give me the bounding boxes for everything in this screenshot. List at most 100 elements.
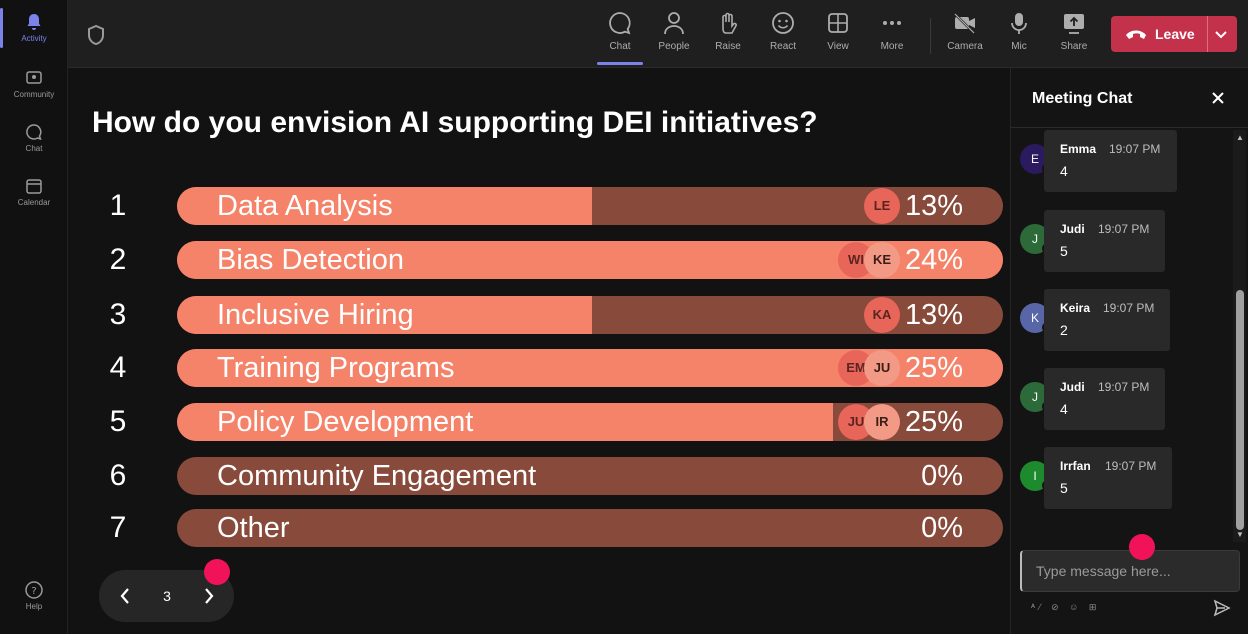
camera-button-label: Camera (947, 41, 983, 52)
leave-button-divider (1207, 16, 1208, 52)
poll-option-percent: 0% (921, 512, 963, 544)
left-rail: Activity Community Chat Calendar ? Help (0, 0, 68, 634)
rail-item-calendar[interactable]: Calendar (2, 176, 66, 207)
chevron-down-icon[interactable] (1213, 26, 1229, 42)
more-button-label: More (880, 41, 904, 52)
chat-message-text: 4 (1060, 401, 1068, 417)
shield-icon[interactable] (86, 24, 106, 46)
chat-message-timestamp: 19:07 PM (1098, 222, 1150, 236)
view-button[interactable]: View (815, 10, 861, 52)
react-button[interactable]: React (760, 10, 806, 52)
poll-option-number: 7 (109, 511, 127, 544)
mic-button-label: Mic (1011, 41, 1027, 52)
chat-message-sender: Judi (1060, 222, 1085, 236)
format-toolbar[interactable]: ᴬ⁄ ⊘ ☺ ⊞ (1031, 602, 1101, 612)
chat-message[interactable]: Irrfan 19:07 PM 5 (1044, 447, 1172, 509)
poll-option-percent: 25% (904, 406, 963, 438)
chat-message-sender: Judi (1060, 380, 1085, 394)
close-icon[interactable] (1210, 90, 1226, 106)
poll-option-label: Inclusive Hiring (217, 299, 414, 331)
poll-option-bar[interactable]: Community Engagement 0% (177, 457, 1003, 495)
chat-message[interactable]: Judi 19:07 PM 5 (1044, 210, 1165, 272)
people-button[interactable]: People (651, 10, 697, 52)
poll-option-number: 6 (109, 459, 127, 492)
hand-icon (722, 12, 737, 34)
rail-item-chat[interactable]: Chat (2, 122, 66, 153)
rail-item-activity[interactable]: Activity (2, 12, 66, 43)
calendar-icon (26, 179, 42, 194)
poll-option-percent: 0% (921, 460, 963, 492)
poll-option-row: 3 Inclusive Hiring 13% KA (68, 296, 1010, 334)
chat-panel-title: Meeting Chat (1032, 90, 1133, 107)
pointer-marker (1129, 534, 1155, 560)
poll-option-bar[interactable]: Bias Detection 24% WI KE (177, 241, 1003, 279)
scroll-down-arrow-icon[interactable]: ▼ (1236, 530, 1244, 539)
rail-active-indicator (0, 8, 3, 48)
camera-off-icon (954, 13, 975, 34)
chat-message-timestamp: 19:07 PM (1103, 301, 1155, 315)
poll-option-fill (177, 187, 592, 225)
raise-button-label: Raise (715, 41, 741, 52)
share-button[interactable]: Share (1051, 10, 1097, 52)
poll-option-row: 2 Bias Detection 24% WI KE (68, 241, 1010, 279)
svg-text:?: ? (31, 586, 36, 597)
page-number: 3 (163, 588, 171, 604)
react-button-label: React (769, 41, 797, 52)
hang-up-icon (1126, 30, 1146, 39)
poll-option-row: 1 Data Analysis 13% LE (68, 187, 1010, 225)
poll-option-fill (177, 403, 833, 441)
poll-option-number: 4 (109, 351, 127, 384)
poll-option-label: Community Engagement (217, 460, 537, 492)
mic-button[interactable]: Mic (996, 10, 1042, 52)
poll-option-label: Bias Detection (217, 244, 404, 276)
help-icon: ? (25, 581, 43, 599)
chat-message[interactable]: Judi 19:07 PM 4 (1044, 368, 1165, 430)
people-button-label: People (658, 41, 690, 52)
grid-icon (828, 13, 848, 33)
rail-item-label: Calendar (17, 198, 51, 207)
send-icon[interactable] (1213, 599, 1231, 617)
poll-option-bar[interactable]: Data Analysis 13% LE (177, 187, 1003, 225)
chevron-left-icon[interactable] (115, 585, 135, 607)
chevron-right-icon[interactable] (199, 585, 219, 607)
raise-hand-button[interactable]: Raise (705, 10, 751, 52)
chat-message[interactable]: Emma 19:07 PM 4 (1044, 130, 1177, 192)
chat-button[interactable]: Chat (597, 10, 643, 52)
share-button-label: Share (1060, 41, 1088, 52)
poll-option-bar[interactable]: Inclusive Hiring 13% KA (177, 296, 1003, 334)
poll-option-number: 3 (109, 298, 127, 331)
poll-option-bar[interactable]: Training Programs 25% EM JU (177, 349, 1003, 387)
chat-message-sender: Keira (1060, 301, 1091, 315)
chat-icon (609, 12, 631, 35)
chat-header-divider (1011, 127, 1248, 128)
rail-item-label: Help (25, 602, 43, 611)
rail-item-community[interactable]: Community (2, 68, 66, 99)
poll-option-number: 1 (109, 189, 127, 222)
people-icon (664, 12, 684, 35)
chat-message-input[interactable] (1020, 550, 1240, 592)
chat-message-text: 5 (1060, 243, 1068, 259)
more-button[interactable]: More (869, 10, 915, 52)
leave-button[interactable]: Leave (1111, 16, 1237, 52)
chat-message[interactable]: Keira 19:07 PM 2 (1044, 289, 1170, 351)
rail-item-help[interactable]: ? Help (2, 580, 66, 611)
chat-scrollbar-thumb[interactable] (1236, 290, 1244, 530)
community-icon (26, 71, 42, 84)
scroll-up-arrow-icon[interactable]: ▲ (1236, 133, 1244, 142)
poll-option-bar[interactable]: Other 0% (177, 509, 1003, 547)
chat-message-text: 5 (1060, 480, 1068, 496)
meeting-chat-panel: Meeting Chat E Emma 19:07 PM 4 J Judi 19:07 PM… (1010, 68, 1248, 634)
poll-option-label: Data Analysis (217, 190, 393, 222)
rail-item-label: Activity (21, 34, 47, 43)
poll-option-label: Policy Development (217, 406, 474, 438)
chat-button-label: Chat (609, 41, 631, 52)
smiley-icon (772, 12, 794, 34)
camera-button[interactable]: Camera (942, 10, 988, 52)
toolbar-separator (930, 18, 931, 54)
poll-option-row: 6 Community Engagement 0% (68, 457, 1010, 495)
view-button-label: View (827, 41, 849, 52)
pointer-marker (204, 559, 230, 585)
poll-option-bar[interactable]: Policy Development 25% JU IR (177, 403, 1003, 441)
poll-option-percent: 13% (904, 299, 963, 331)
poll-option-number: 2 (109, 243, 127, 276)
